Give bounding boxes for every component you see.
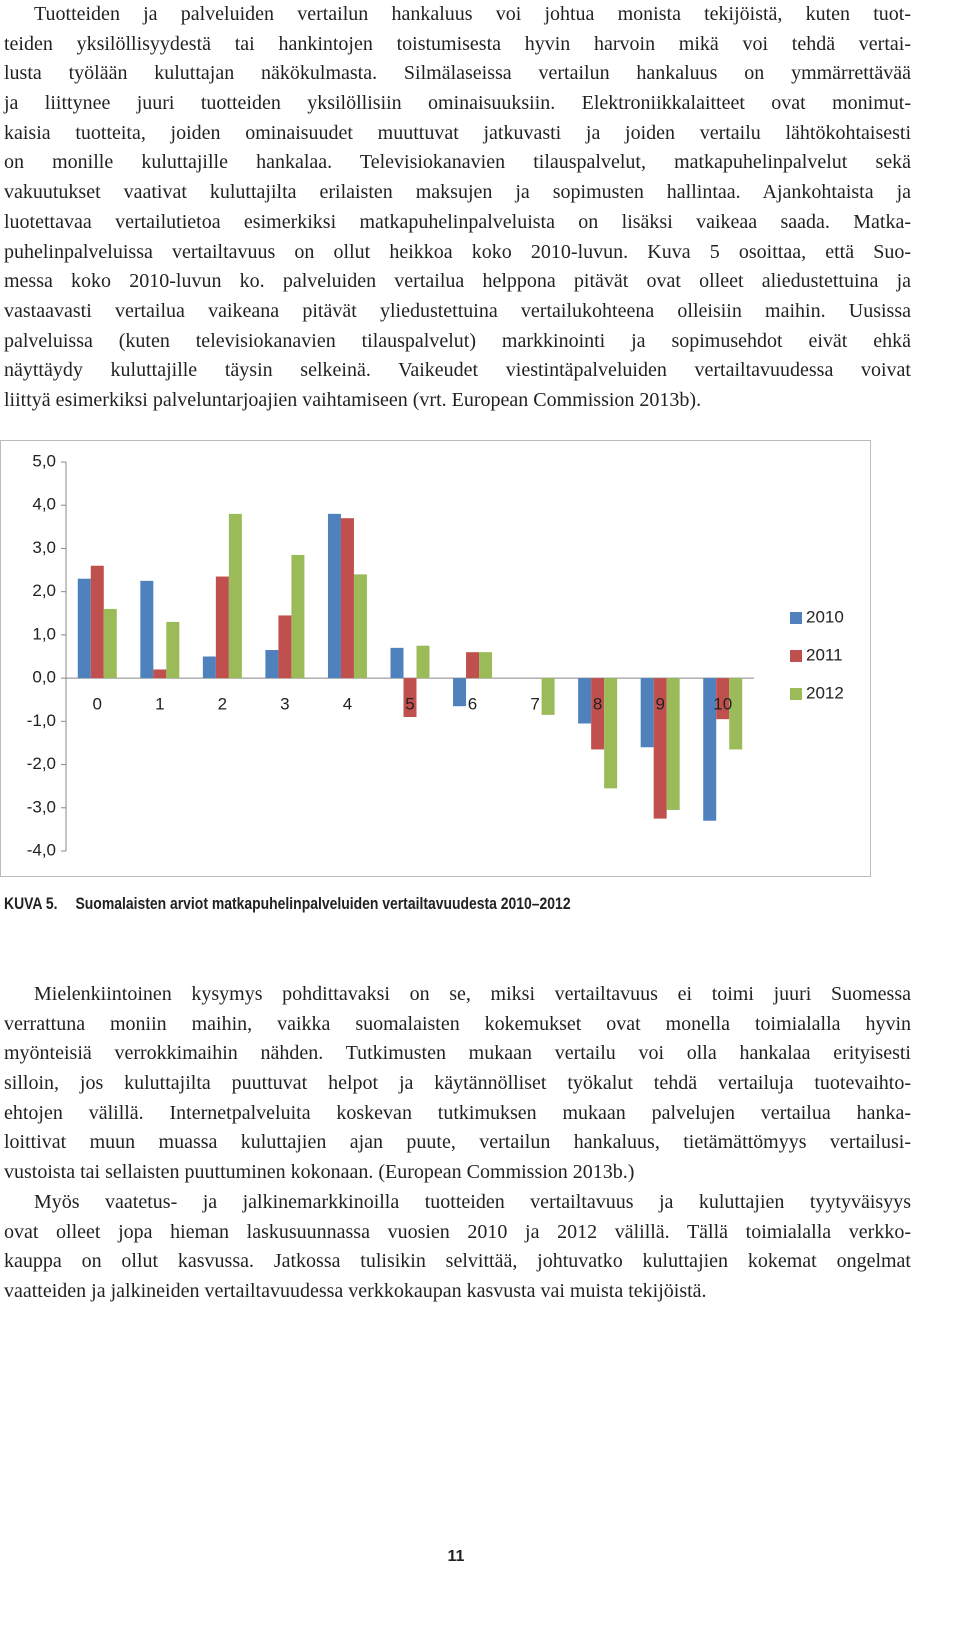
text-line: puhelinpalveluissa vertailtavuus on ollu…: [4, 240, 911, 263]
bar: [453, 678, 467, 707]
y-tick-label: -4,0: [27, 840, 56, 859]
bar: [403, 678, 417, 718]
x-tick-label: 0: [93, 695, 102, 714]
bar: [466, 652, 480, 679]
text-line: vakuutukset vaativat kuluttajilta erilai…: [4, 181, 911, 204]
bar: [591, 678, 605, 750]
bar: [716, 678, 730, 720]
caption-label: KUVA 5.: [4, 894, 58, 913]
bar: [140, 580, 154, 679]
caption-text: Suomalaisten arviot matkapuhelinpalvelui…: [75, 894, 571, 913]
text-line: ovat olleet jopa hieman laskusuunnassa v…: [4, 1220, 911, 1243]
x-tick-label: 5: [405, 695, 414, 714]
text-line: ja liittynee juuri tuotteiden yksilöllis…: [4, 92, 911, 115]
bar: [77, 578, 91, 679]
bar: [215, 576, 229, 679]
bar: [90, 565, 104, 679]
text-line: ehtojen välillä. Internetpalveluita kosk…: [4, 1101, 911, 1124]
bar: [653, 678, 667, 819]
x-tick-label: 1: [155, 695, 164, 714]
x-tick-label: 4: [343, 695, 352, 714]
bar: [416, 645, 430, 679]
bar: [265, 650, 279, 679]
bar: [340, 518, 354, 679]
bar: [729, 678, 743, 750]
legend-label: 2012: [806, 683, 844, 702]
text-line: vustoista tai sellaisten puuttuminen kok…: [4, 1161, 635, 1184]
text-line: loittivat muun muassa kuluttajien ajan p…: [4, 1131, 911, 1154]
text-line: liittyä esimerkiksi palveluntarjoajien v…: [4, 388, 702, 411]
x-tick-label: 6: [468, 695, 477, 714]
x-tick-label: 2: [218, 695, 227, 714]
bar: [228, 513, 242, 679]
text-line: kauppa on ollut kasvussa. Jatkossa tulis…: [4, 1250, 911, 1273]
y-tick-label: 1,0: [32, 624, 56, 643]
text-line: näyttäydy kuluttajille täysin selkeinä. …: [4, 359, 911, 382]
text-line: lusta työlään kuluttajan näkökulmasta. S…: [4, 62, 911, 85]
y-tick-label: 3,0: [32, 538, 56, 557]
bar: [291, 554, 305, 679]
bar: [153, 669, 167, 679]
chart-frame: [0, 440, 871, 877]
bar: [202, 656, 216, 679]
text-line: silloin, jos kuluttajilta puuttuvat help…: [4, 1072, 911, 1095]
y-tick-label: -3,0: [27, 797, 56, 816]
text-line: Mielenkiintoinen kysymys pohdittavaksi o…: [34, 983, 911, 1005]
text-line: myönteisiä verrokkimaihin nähden. Tutkim…: [4, 1042, 911, 1065]
text-line: vaatteiden ja jalkineiden vertailtavuude…: [4, 1279, 707, 1302]
y-tick-label: 5,0: [32, 451, 56, 470]
y-tick-label: -2,0: [27, 754, 56, 773]
chart: -4,0 -3,0 -2,0 -1,0 0,0 1,0 2,0 3,0 4,0 5,0 0 1 2 3 4 5…: [0, 440, 871, 877]
x-tick-label: 10: [713, 695, 732, 714]
bar: [666, 678, 680, 810]
text-line: Tuotteiden ja palveluiden vertailun hank…: [34, 3, 911, 25]
y-tick-label: -1,0: [27, 711, 56, 730]
legend-swatch: [790, 688, 802, 700]
legend-label: 2011: [806, 645, 843, 664]
bar: [103, 608, 117, 679]
x-tick-label: 9: [655, 695, 664, 714]
text-line: on monille kuluttajille hankalaa. Televi…: [4, 151, 911, 174]
text-line: kaisia tuotteita, joiden ominaisuudet mu…: [4, 121, 911, 144]
x-tick-label: 8: [593, 695, 602, 714]
text-line: Myös vaatetus- ja jalkinemarkkinoilla tu…: [34, 1190, 911, 1213]
text-line: teiden yksilöllisyydestä tai hankintojen…: [4, 32, 911, 55]
y-tick-label: 0,0: [32, 668, 56, 687]
legend-swatch: [790, 650, 802, 662]
text-top: Tuotteiden ja palveluiden vertailun hank…: [4, 0, 911, 416]
bar: [166, 621, 180, 679]
x-tick-label: 7: [530, 695, 539, 714]
bar: [541, 678, 555, 715]
bar: [604, 678, 618, 789]
bar: [640, 678, 654, 748]
bar: [327, 513, 341, 679]
text-line: palveluissa (kuten televisiokanavien til…: [4, 329, 911, 352]
text-bottom: Mielenkiintoinen kysymys pohdittavaksi o…: [4, 980, 911, 1307]
bar: [479, 652, 493, 679]
text-line: luotettavaa vertailutietoa esimerkiksi m…: [4, 210, 911, 233]
text-line: messa koko 2010-luvun ko. palveluiden ve…: [4, 270, 911, 293]
x-tick-label: 3: [280, 695, 289, 714]
legend-label: 2010: [806, 607, 844, 626]
caption: KUVA 5. Suomalaisten arviot matkapuhelinp…: [4, 894, 571, 914]
bar: [353, 574, 367, 679]
bar: [578, 678, 592, 724]
bar: [703, 678, 717, 821]
text-line: vastaavasti vertailua vaikeana pitävät y…: [4, 299, 911, 322]
legend-swatch: [790, 612, 802, 624]
bar: [278, 615, 292, 679]
page-number: 11: [447, 1548, 465, 1565]
y-tick-label: 4,0: [32, 495, 56, 514]
bar: [390, 647, 404, 679]
text-line: verrattuna moniin maihin, vaikka suomala…: [4, 1012, 911, 1035]
y-tick-label: 2,0: [32, 581, 56, 600]
